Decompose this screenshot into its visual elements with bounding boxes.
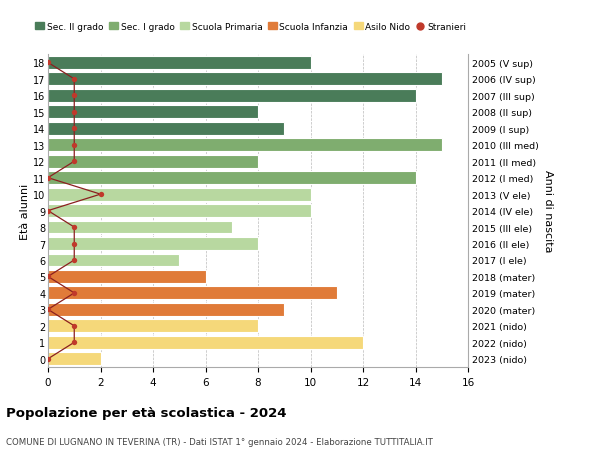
Bar — [48, 156, 258, 168]
Bar — [48, 270, 205, 283]
Y-axis label: Anni di nascita: Anni di nascita — [543, 170, 553, 252]
Point — [70, 224, 79, 231]
Point — [70, 290, 79, 297]
Point — [43, 306, 53, 313]
Point — [43, 60, 53, 67]
Bar — [48, 188, 311, 201]
Bar — [48, 90, 415, 102]
Point — [43, 207, 53, 215]
Bar — [48, 106, 258, 119]
Bar — [48, 123, 284, 135]
Point — [70, 92, 79, 100]
Point — [43, 355, 53, 363]
Point — [70, 76, 79, 84]
Point — [70, 257, 79, 264]
Bar — [48, 205, 311, 218]
Text: COMUNE DI LUGNANO IN TEVERINA (TR) - Dati ISTAT 1° gennaio 2024 - Elaborazione T: COMUNE DI LUGNANO IN TEVERINA (TR) - Dat… — [6, 437, 433, 446]
Point — [70, 109, 79, 116]
Point — [70, 125, 79, 133]
Bar — [48, 320, 258, 332]
Legend: Sec. II grado, Sec. I grado, Scuola Primaria, Scuola Infanzia, Asilo Nido, Stran: Sec. II grado, Sec. I grado, Scuola Prim… — [32, 19, 470, 35]
Bar — [48, 303, 284, 316]
Bar — [48, 221, 232, 234]
Point — [70, 142, 79, 149]
Point — [43, 273, 53, 280]
Bar — [48, 73, 442, 86]
Bar — [48, 57, 311, 70]
Point — [70, 323, 79, 330]
Bar — [48, 336, 363, 349]
Y-axis label: Età alunni: Età alunni — [20, 183, 30, 239]
Point — [96, 191, 106, 198]
Bar — [48, 172, 415, 185]
Point — [70, 158, 79, 166]
Bar — [48, 139, 442, 152]
Bar — [48, 254, 179, 267]
Point — [70, 241, 79, 248]
Bar — [48, 353, 101, 365]
Bar — [48, 238, 258, 251]
Text: Popolazione per età scolastica - 2024: Popolazione per età scolastica - 2024 — [6, 406, 287, 419]
Point — [70, 339, 79, 346]
Bar — [48, 287, 337, 300]
Point — [43, 174, 53, 182]
